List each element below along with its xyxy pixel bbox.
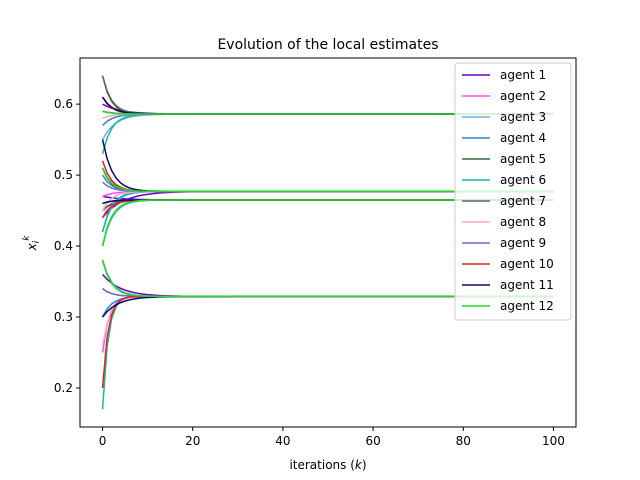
x-tick-label: 100 (542, 434, 565, 448)
x-axis: 0 20 40 60 80 100 (99, 427, 565, 448)
x-tick-label: 20 (185, 434, 200, 448)
x-tick-label: 60 (365, 434, 380, 448)
legend-label-agent-2: agent 2 (500, 89, 546, 103)
legend-label-agent-11: agent 11 (500, 278, 554, 292)
x-axis-label: iterations (k) (289, 458, 366, 472)
plot-frame (79, 57, 577, 428)
legend-label-agent-8: agent 8 (500, 215, 546, 229)
x-tick-label: 80 (456, 434, 471, 448)
x-tick-label: 40 (275, 434, 290, 448)
legend-label-agent-3: agent 3 (500, 110, 546, 124)
y-tick-label: 0.6 (54, 97, 73, 111)
legend-label-agent-10: agent 10 (500, 257, 554, 271)
legend-label-agent-4: agent 4 (500, 131, 546, 145)
legend-box (454, 62, 572, 321)
y-tick-label: 0.5 (54, 168, 73, 182)
legend-label-agent-12: agent 12 (500, 299, 554, 313)
y-axis-label: xik (22, 235, 42, 252)
legend-label-agent-7: agent 7 (500, 194, 546, 208)
x-axis-label-prefix: iterations ( (289, 458, 354, 472)
chart-title: Evolution of the local estimates (217, 37, 438, 53)
legend-label-agent-1: agent 1 (500, 68, 546, 82)
y-axis-label-sup: k (22, 235, 32, 241)
legend-items: agent 1 agent 2 agent 3 agent 4 agent 5 agent… (462, 68, 554, 313)
legend-label-agent-6: agent 6 (500, 173, 546, 187)
x-axis-label-var: k (355, 458, 363, 472)
x-tick-label: 0 (99, 434, 107, 448)
legend-label-agent-5: agent 5 (500, 152, 546, 166)
y-tick-label: 0.3 (54, 310, 73, 324)
x-axis-label-suffix: ) (362, 458, 367, 472)
legend: agent 1 agent 2 agent 3 agent 4 agent 5 agent… (454, 62, 572, 321)
y-axis-label-sub: i (32, 240, 42, 243)
legend-label-agent-9: agent 9 (500, 236, 546, 250)
y-tick-label: 0.2 (54, 381, 73, 395)
y-tick-label: 0.4 (54, 239, 73, 253)
y-axis-label-base: x (25, 242, 39, 251)
y-axis: 0.2 0.3 0.4 0.5 0.6 (54, 97, 80, 395)
